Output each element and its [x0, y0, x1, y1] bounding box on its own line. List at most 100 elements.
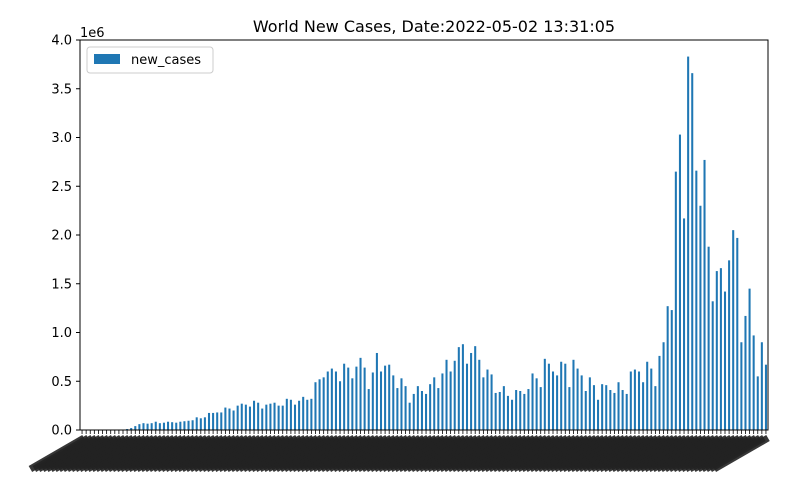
bar	[503, 386, 505, 430]
bar	[409, 403, 411, 430]
bar	[138, 424, 140, 430]
bar	[691, 73, 693, 430]
bar	[192, 420, 194, 430]
bar	[355, 367, 357, 430]
y-axis-offset-label: 1e6	[80, 26, 105, 41]
bar	[204, 417, 206, 430]
bar	[319, 379, 321, 430]
bar	[347, 368, 349, 430]
bar	[634, 370, 636, 430]
bar	[495, 393, 497, 430]
bar	[183, 421, 185, 430]
bar	[405, 386, 407, 430]
bar	[294, 405, 296, 430]
y-tick-label: 4.0	[51, 34, 72, 49]
bar	[310, 399, 312, 430]
bar	[708, 247, 710, 430]
bar	[491, 374, 493, 430]
bar	[478, 360, 480, 430]
bar	[343, 364, 345, 430]
bar	[417, 386, 419, 430]
bar	[400, 378, 402, 430]
y-tick-label: 3.0	[51, 131, 72, 146]
bar	[147, 424, 149, 430]
bar	[540, 387, 542, 430]
bar	[519, 391, 521, 430]
bar	[421, 391, 423, 430]
legend-swatch	[94, 54, 120, 64]
bar	[671, 310, 673, 430]
bar	[462, 344, 464, 430]
bar	[265, 405, 267, 430]
bar	[163, 423, 165, 430]
bar	[699, 206, 701, 430]
bar	[458, 347, 460, 430]
bar	[704, 160, 706, 430]
bar	[167, 422, 169, 430]
bar	[536, 378, 538, 430]
bar	[249, 407, 251, 430]
bar	[622, 390, 624, 430]
bar	[188, 421, 190, 430]
bar	[749, 289, 751, 430]
bar	[687, 57, 689, 430]
bar	[302, 397, 304, 430]
bar	[335, 372, 337, 431]
bar	[507, 396, 509, 430]
bar	[732, 230, 734, 430]
bar	[548, 364, 550, 430]
bar	[532, 373, 534, 430]
bar	[274, 403, 276, 430]
bar	[486, 370, 488, 430]
bar	[736, 238, 738, 430]
bar	[679, 135, 681, 430]
bar	[560, 362, 562, 430]
bar	[454, 361, 456, 430]
bar	[724, 292, 726, 430]
legend: new_cases	[87, 47, 213, 73]
bar	[618, 382, 620, 430]
bar	[593, 385, 595, 430]
bar	[638, 372, 640, 431]
bar	[237, 406, 239, 430]
bar	[171, 422, 173, 430]
bar	[474, 346, 476, 430]
bar	[757, 376, 759, 430]
bar	[384, 366, 386, 430]
y-tick-label: 0.0	[51, 424, 72, 439]
bar	[245, 405, 247, 430]
bar	[290, 400, 292, 430]
bar	[712, 301, 714, 430]
bar	[470, 353, 472, 430]
y-tick-label: 3.5	[51, 82, 72, 97]
y-tick-label: 1.5	[51, 277, 72, 292]
bar	[413, 394, 415, 430]
bar	[613, 393, 615, 430]
bar	[364, 368, 366, 430]
bar	[544, 359, 546, 430]
bar	[630, 372, 632, 431]
bar	[720, 268, 722, 430]
bar	[589, 377, 591, 430]
bar	[257, 403, 259, 430]
bar	[761, 342, 763, 430]
bar	[450, 372, 452, 431]
bar	[609, 390, 611, 430]
bar	[425, 394, 427, 430]
bar	[151, 423, 153, 430]
bar	[585, 391, 587, 430]
bar	[654, 386, 656, 430]
bar	[446, 360, 448, 430]
bar	[716, 271, 718, 430]
bar	[626, 394, 628, 430]
bar	[765, 365, 767, 430]
bar	[200, 418, 202, 430]
bar	[253, 401, 255, 430]
bar	[753, 335, 755, 430]
bar	[482, 377, 484, 430]
bar	[282, 406, 284, 430]
bar	[376, 353, 378, 430]
chart-title: World New Cases, Date:2022-05-02 13:31:0…	[253, 17, 615, 36]
